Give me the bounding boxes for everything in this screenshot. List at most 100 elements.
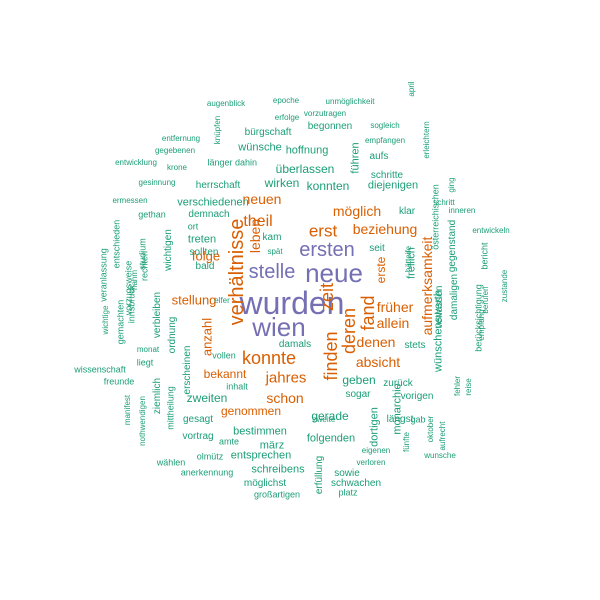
word-demnach: demnach bbox=[188, 209, 230, 220]
word-elfer: elfer bbox=[214, 296, 230, 305]
word-ermessen: ermessen bbox=[112, 196, 148, 205]
word-entwickeln: entwickeln bbox=[472, 226, 510, 235]
word-freunde: freunde bbox=[103, 376, 135, 387]
word-wissenschaft: wissenschaft bbox=[74, 364, 126, 375]
word-theil: theil bbox=[243, 213, 273, 230]
word-veranlassung: veranlassung bbox=[98, 248, 109, 302]
word-aufrecht: aufrecht bbox=[438, 421, 447, 451]
word-zustande: zustande bbox=[500, 269, 509, 303]
word-amte: amte bbox=[218, 436, 240, 447]
word-monarchie: monarchie bbox=[391, 383, 404, 435]
word-inneren: inneren bbox=[448, 206, 476, 215]
word-fuehren: führen bbox=[349, 142, 362, 174]
word-genommen: genommen bbox=[220, 404, 282, 418]
word-ort: ort bbox=[187, 221, 199, 232]
word-moeglichst: möglichst bbox=[243, 478, 287, 489]
word-verhaeltnisse: verhältnisse bbox=[226, 218, 248, 326]
word-neuen: neuen bbox=[242, 191, 282, 207]
word-seit: seit bbox=[369, 243, 385, 254]
word-wurden: wurden bbox=[239, 285, 345, 321]
word-beziehung: beziehung bbox=[352, 221, 418, 237]
word-wunsche: wunsche bbox=[424, 451, 456, 460]
word-empfang: empfang bbox=[477, 309, 486, 341]
word-nothwendigen: nothwendigen bbox=[138, 396, 147, 446]
word-herrschaft: herrschaft bbox=[195, 180, 241, 191]
word-verbleiben: verbleiben bbox=[152, 291, 163, 339]
word-absicht: absicht bbox=[355, 354, 401, 370]
word-stets: stets bbox=[404, 340, 426, 351]
word-aufs: aufs bbox=[369, 151, 389, 162]
word-neue: neue bbox=[305, 258, 363, 288]
word-treten: treten bbox=[187, 233, 217, 246]
word-hoffnung: hoffnung bbox=[285, 144, 329, 157]
word-waehlen: wählen bbox=[156, 457, 186, 468]
word-damals: damals bbox=[278, 339, 312, 350]
word-finden: finden bbox=[321, 331, 341, 381]
word-konnten: konnten bbox=[306, 179, 350, 193]
word-deren: deren bbox=[339, 307, 359, 355]
word-zeit: zeit bbox=[317, 282, 337, 312]
word-entwicklung: entwicklung bbox=[115, 158, 157, 167]
word-anerkennung: anerkennung bbox=[180, 467, 234, 478]
word-erleichtern: erleichtern bbox=[422, 121, 431, 159]
word-wichtige: wichtige bbox=[101, 305, 110, 335]
word-maerz: märz bbox=[259, 439, 285, 452]
word-sogleich: sogleich bbox=[370, 121, 400, 130]
word-schreibens: schreibens bbox=[251, 463, 305, 476]
word-gethan: gethan bbox=[138, 209, 166, 220]
word-schritt: schritt bbox=[433, 198, 455, 207]
word-klar: klar bbox=[398, 206, 416, 217]
word-liegt: liegt bbox=[136, 357, 154, 368]
word-wirken: wirken bbox=[264, 176, 300, 190]
word-erfuellung: erfüllung bbox=[314, 455, 325, 495]
word-wien: wien bbox=[252, 312, 306, 342]
word-knuepfen: knüpfen bbox=[213, 115, 222, 145]
word-bericht: bericht bbox=[479, 242, 490, 270]
word-vorigen: vorigen bbox=[400, 391, 434, 402]
word-olmuetz: olmütz bbox=[196, 451, 224, 462]
word-augenblick: augenblick bbox=[206, 99, 246, 108]
word-bestimmen: bestimmen bbox=[233, 425, 287, 438]
word-dahin: dahin bbox=[234, 157, 258, 168]
word-schon: schon bbox=[266, 390, 304, 406]
word-krone: krone bbox=[166, 163, 188, 172]
word-gegebenen: gegebenen bbox=[154, 146, 196, 155]
word-stelle: stelle bbox=[248, 261, 296, 283]
word-sowie: sowie bbox=[334, 468, 360, 479]
word-grossartigen: großartigen bbox=[253, 489, 301, 500]
word-ersten: ersten bbox=[299, 239, 355, 261]
word-ziemlich: ziemlich bbox=[152, 377, 163, 415]
word-gesinnung: gesinnung bbox=[138, 178, 176, 187]
word-ueberlassen: überlassen bbox=[275, 162, 335, 176]
word-gerade: gerade bbox=[311, 409, 349, 423]
word-vortrag: vortrag bbox=[182, 431, 214, 442]
word-fuenfte: fünfte bbox=[402, 431, 411, 453]
word-entfernung: entfernung bbox=[161, 134, 201, 143]
word-verlassen: verlassen bbox=[434, 285, 445, 329]
word-ordnung: ordnung bbox=[167, 316, 178, 354]
word-entschieden: entschieden bbox=[111, 219, 122, 269]
word-kam: kam bbox=[262, 232, 282, 243]
word-monat: monat bbox=[136, 345, 160, 354]
word-eigenen: eigenen bbox=[361, 446, 391, 455]
word-nahm: nahm bbox=[130, 269, 139, 291]
word-geben: geben bbox=[342, 373, 376, 387]
word-entsprechen: entsprechen bbox=[230, 449, 292, 462]
word-damaligen: damaligen bbox=[449, 273, 460, 321]
word-buergschaft: bürgschaft bbox=[244, 127, 292, 138]
word-sollten: sollten bbox=[189, 247, 219, 258]
word-vollen: vollen bbox=[212, 350, 236, 361]
word-erfolge: erfolge bbox=[274, 113, 300, 122]
word-zweiten: zweiten bbox=[186, 391, 228, 405]
word-empfangen: empfangen bbox=[364, 136, 406, 145]
word-mittheilung: mittheilung bbox=[165, 386, 176, 430]
word-manifest: manifest bbox=[123, 394, 132, 426]
word-schritte: schritte bbox=[370, 170, 404, 181]
word-verschiedenen: verschiedenen bbox=[177, 196, 249, 209]
word-folgenden: folgenden bbox=[306, 432, 356, 445]
word-oesterreichischen: österreichischen bbox=[430, 184, 441, 250]
word-begonnen: begonnen bbox=[307, 121, 353, 132]
word-april: april bbox=[407, 81, 416, 97]
word-gegenstand: gegenstand bbox=[447, 219, 458, 273]
word-verloren: verloren bbox=[356, 458, 386, 467]
